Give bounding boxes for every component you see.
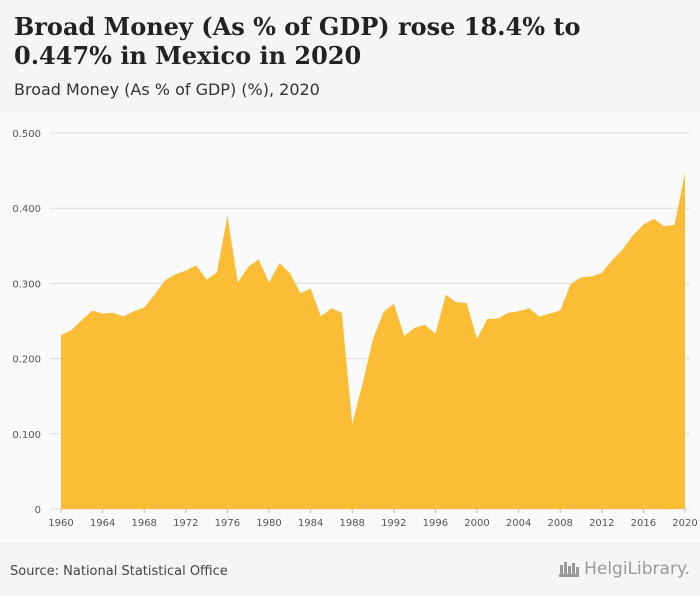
data-point[interactable] [412,325,418,331]
data-point[interactable] [162,277,168,283]
data-point[interactable] [89,307,95,313]
data-point[interactable] [266,280,272,286]
data-point[interactable] [79,317,85,323]
data-point[interactable] [183,268,189,274]
data-point[interactable] [547,310,553,316]
data-point[interactable] [245,264,251,270]
x-tick-label: 2020 [672,518,697,529]
chart-subtitle: Broad Money (As % of GDP) (%), 2020 [14,80,320,99]
logo-text: HelgiLibrary. [584,559,690,579]
x-tick-label: 2012 [589,518,614,529]
y-tick-label: 0.300 [12,279,41,290]
x-tick-label: 1972 [173,518,198,529]
chart-area: 0 0.100 0.200 0.300 0.400 0.500 1960 1964 1968 1… [0,112,700,542]
x-tick-label: 1992 [381,518,406,529]
helgi-library-logo[interactable]: HelgiLibrary. [558,559,690,579]
x-tick-label: 1960 [48,518,73,529]
data-point[interactable] [256,256,262,262]
data-point[interactable] [391,301,397,307]
data-point[interactable] [339,310,345,316]
data-point[interactable] [526,305,532,311]
data-point[interactable] [297,290,303,296]
x-tick-label: 1988 [339,518,364,529]
data-point[interactable] [557,307,563,313]
data-point[interactable] [360,380,366,386]
data-point[interactable] [505,310,511,316]
x-axis-labels: 1960 1964 1968 1972 1976 1980 1984 1988 1992 1996… [48,509,698,529]
data-point[interactable] [110,310,116,316]
data-point[interactable] [422,322,428,328]
y-tick-label: 0.500 [12,129,41,140]
data-point[interactable] [682,170,688,176]
chart-footer: Source: National Statistical Office Helg… [0,542,700,596]
data-point[interactable] [609,257,615,263]
chart-title: Broad Money (As % of GDP) rose 18.4% to … [14,12,581,70]
data-point[interactable] [495,316,501,322]
y-tick-label: 0.200 [12,355,41,366]
data-point[interactable] [370,336,376,342]
data-point[interactable] [453,299,459,305]
data-point[interactable] [578,274,584,280]
data-point[interactable] [484,316,490,322]
x-tick-label: 2008 [547,518,572,529]
data-point[interactable] [224,213,230,219]
data-point[interactable] [401,333,407,339]
data-point[interactable] [172,271,178,277]
data-point[interactable] [58,332,64,338]
area-series-path [61,172,685,509]
data-point[interactable] [620,247,626,253]
data-point[interactable] [193,262,199,268]
y-tick-label: 0.100 [12,430,41,441]
data-point[interactable] [432,331,438,337]
data-point[interactable] [204,277,210,283]
data-point[interactable] [536,313,542,319]
data-point[interactable] [287,270,293,276]
data-point[interactable] [152,292,158,298]
data-point[interactable] [328,305,334,311]
x-tick-label: 2000 [464,518,489,529]
data-point[interactable] [120,313,126,319]
data-point[interactable] [141,304,147,310]
data-point[interactable] [516,308,522,314]
y-tick-label: 0 [35,505,41,516]
data-point[interactable] [474,336,480,342]
area-series [58,170,688,509]
data-point[interactable] [235,280,241,286]
data-point[interactable] [651,216,657,222]
x-tick-label: 1984 [298,518,323,529]
data-point[interactable] [443,292,449,298]
data-point[interactable] [588,274,594,280]
data-point[interactable] [214,269,220,275]
source-note: Source: National Statistical Office [10,564,228,579]
data-point[interactable] [661,223,667,229]
library-icon [559,562,580,577]
data-point[interactable] [640,222,646,228]
x-tick-label: 1964 [90,518,115,529]
data-point[interactable] [318,313,324,319]
x-tick-label: 2016 [631,518,656,529]
data-point[interactable] [672,222,678,228]
chart-header: Broad Money (As % of GDP) rose 18.4% to … [0,0,700,112]
data-point[interactable] [599,270,605,276]
data-point[interactable] [68,327,74,333]
data-point[interactable] [380,309,386,315]
data-point[interactable] [131,308,137,314]
x-tick-label: 2004 [506,518,531,529]
data-point[interactable] [630,232,636,238]
y-tick-label: 0.400 [12,204,41,215]
y-axis-labels: 0 0.100 0.200 0.300 0.400 0.500 [12,129,41,516]
data-point[interactable] [349,421,355,427]
data-point[interactable] [308,286,314,292]
x-tick-label: 1996 [423,518,448,529]
x-tick-label: 1968 [131,518,156,529]
data-point[interactable] [100,310,106,316]
x-tick-label: 1980 [256,518,281,529]
data-point[interactable] [464,300,470,306]
data-point[interactable] [276,260,282,266]
data-point[interactable] [568,281,574,287]
x-tick-label: 1976 [215,518,240,529]
